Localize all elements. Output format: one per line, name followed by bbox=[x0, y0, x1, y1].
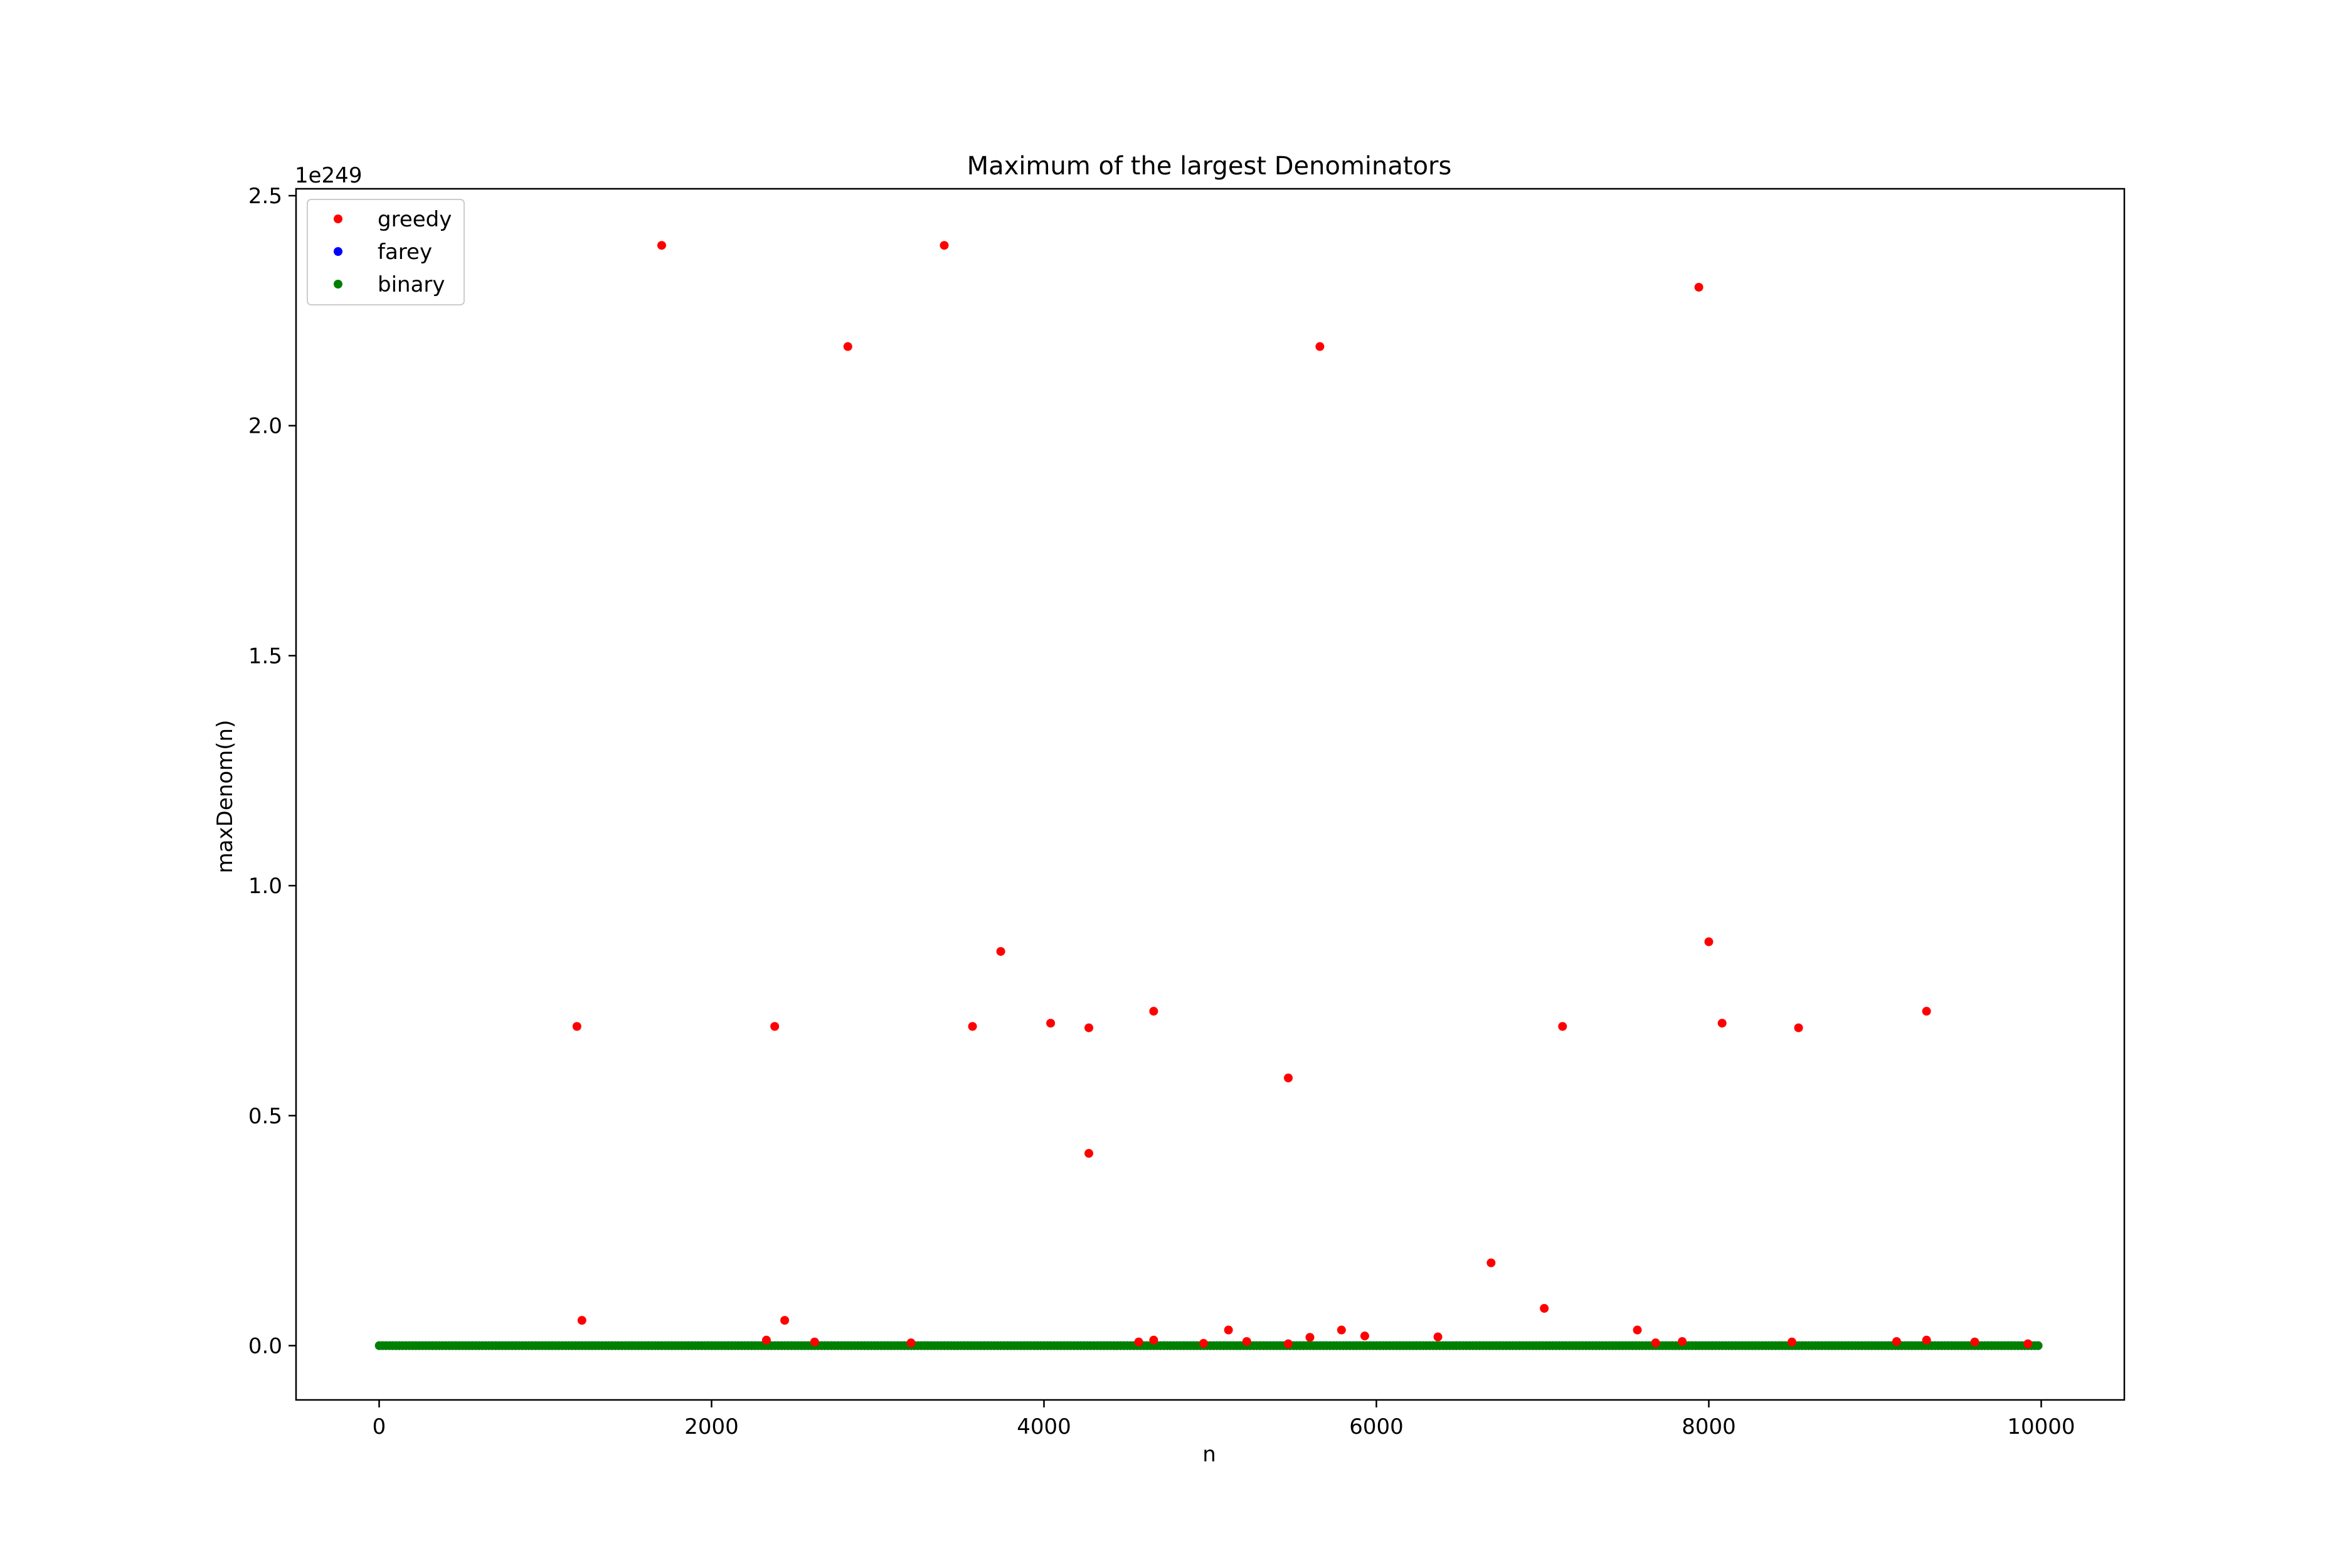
greedy-series bbox=[572, 241, 2033, 1348]
greedy-point bbox=[577, 1316, 586, 1325]
y-tick-label: 2.0 bbox=[248, 414, 282, 439]
greedy-point bbox=[1540, 1304, 1549, 1313]
greedy-point bbox=[968, 1022, 977, 1031]
greedy-point bbox=[1794, 1023, 1803, 1032]
greedy-point bbox=[1704, 937, 1714, 946]
legend-marker-binary bbox=[334, 280, 342, 289]
legend-box bbox=[307, 199, 465, 305]
greedy-point bbox=[1224, 1325, 1233, 1335]
x-tick-label: 8000 bbox=[1682, 1414, 1736, 1439]
greedy-point bbox=[1678, 1337, 1687, 1346]
x-tick-label: 0 bbox=[373, 1414, 386, 1439]
greedy-point bbox=[572, 1022, 581, 1031]
legend-marker-farey bbox=[334, 247, 342, 256]
greedy-point bbox=[1046, 1019, 1056, 1028]
greedy-point bbox=[810, 1337, 819, 1347]
greedy-point bbox=[1149, 1007, 1158, 1016]
greedy-point bbox=[770, 1022, 780, 1031]
y-tick-label: 0.0 bbox=[248, 1333, 282, 1359]
greedy-point bbox=[1305, 1333, 1315, 1342]
greedy-point bbox=[1149, 1335, 1158, 1345]
y-axis-ticks: 0.0 0.5 1.0 1.5 2.0 2.5 bbox=[248, 184, 296, 1359]
axes-frame bbox=[295, 188, 2126, 1401]
binary-point bbox=[2033, 1341, 2043, 1350]
greedy-point bbox=[1970, 1337, 1979, 1347]
legend-label-farey: farey bbox=[378, 240, 432, 265]
x-tick-label: 2000 bbox=[684, 1414, 739, 1439]
greedy-point bbox=[657, 241, 666, 250]
greedy-point bbox=[1199, 1338, 1208, 1348]
legend-label-binary: binary bbox=[378, 272, 445, 297]
greedy-point bbox=[1892, 1337, 1901, 1346]
legend-label-greedy: greedy bbox=[378, 207, 452, 232]
greedy-point bbox=[843, 342, 852, 351]
plot-area bbox=[374, 241, 2043, 1350]
greedy-point bbox=[1486, 1258, 1496, 1268]
binary-series bbox=[374, 1341, 2043, 1350]
greedy-point bbox=[2023, 1339, 2033, 1348]
greedy-point bbox=[1788, 1337, 1796, 1347]
greedy-point bbox=[1922, 1335, 1931, 1345]
greedy-point bbox=[1084, 1023, 1094, 1032]
y-tick-label: 2.5 bbox=[248, 184, 282, 209]
greedy-point bbox=[1433, 1332, 1443, 1342]
greedy-point bbox=[1922, 1007, 1931, 1016]
greedy-point bbox=[1360, 1332, 1369, 1341]
x-tick-label: 4000 bbox=[1017, 1414, 1071, 1439]
y-tick-label: 1.0 bbox=[248, 874, 282, 899]
x-axis-label: n bbox=[1202, 1442, 1216, 1467]
greedy-point bbox=[1558, 1022, 1567, 1031]
chart-title: Maximum of the largest Denominators bbox=[967, 152, 1452, 181]
greedy-point bbox=[1337, 1325, 1346, 1335]
greedy-point bbox=[906, 1338, 916, 1348]
greedy-point bbox=[1242, 1337, 1251, 1346]
greedy-point bbox=[1084, 1148, 1094, 1158]
legend-marker-greedy bbox=[334, 215, 342, 223]
greedy-point bbox=[1633, 1325, 1642, 1335]
greedy-point bbox=[1315, 342, 1325, 351]
greedy-point bbox=[1651, 1338, 1660, 1348]
y-tick-label: 0.5 bbox=[248, 1104, 282, 1129]
y-axis-label: maxDenom(n) bbox=[213, 720, 238, 874]
greedy-point bbox=[996, 946, 1005, 956]
greedy-point bbox=[1284, 1339, 1293, 1348]
y-axis-offset-text: 1e249 bbox=[295, 163, 362, 188]
greedy-point bbox=[1284, 1073, 1293, 1083]
x-tick-label: 6000 bbox=[1349, 1414, 1404, 1439]
legend: greedy farey binary bbox=[307, 199, 465, 305]
y-tick-label: 1.5 bbox=[248, 644, 282, 669]
greedy-point bbox=[1717, 1019, 1727, 1028]
greedy-point bbox=[1694, 282, 1703, 292]
greedy-point bbox=[1134, 1337, 1143, 1347]
x-axis-ticks: 0 2000 4000 6000 8000 10000 bbox=[373, 1400, 2075, 1439]
greedy-point bbox=[780, 1316, 790, 1325]
x-tick-label: 10000 bbox=[2007, 1414, 2075, 1439]
greedy-point bbox=[940, 241, 949, 250]
greedy-point bbox=[761, 1335, 771, 1345]
